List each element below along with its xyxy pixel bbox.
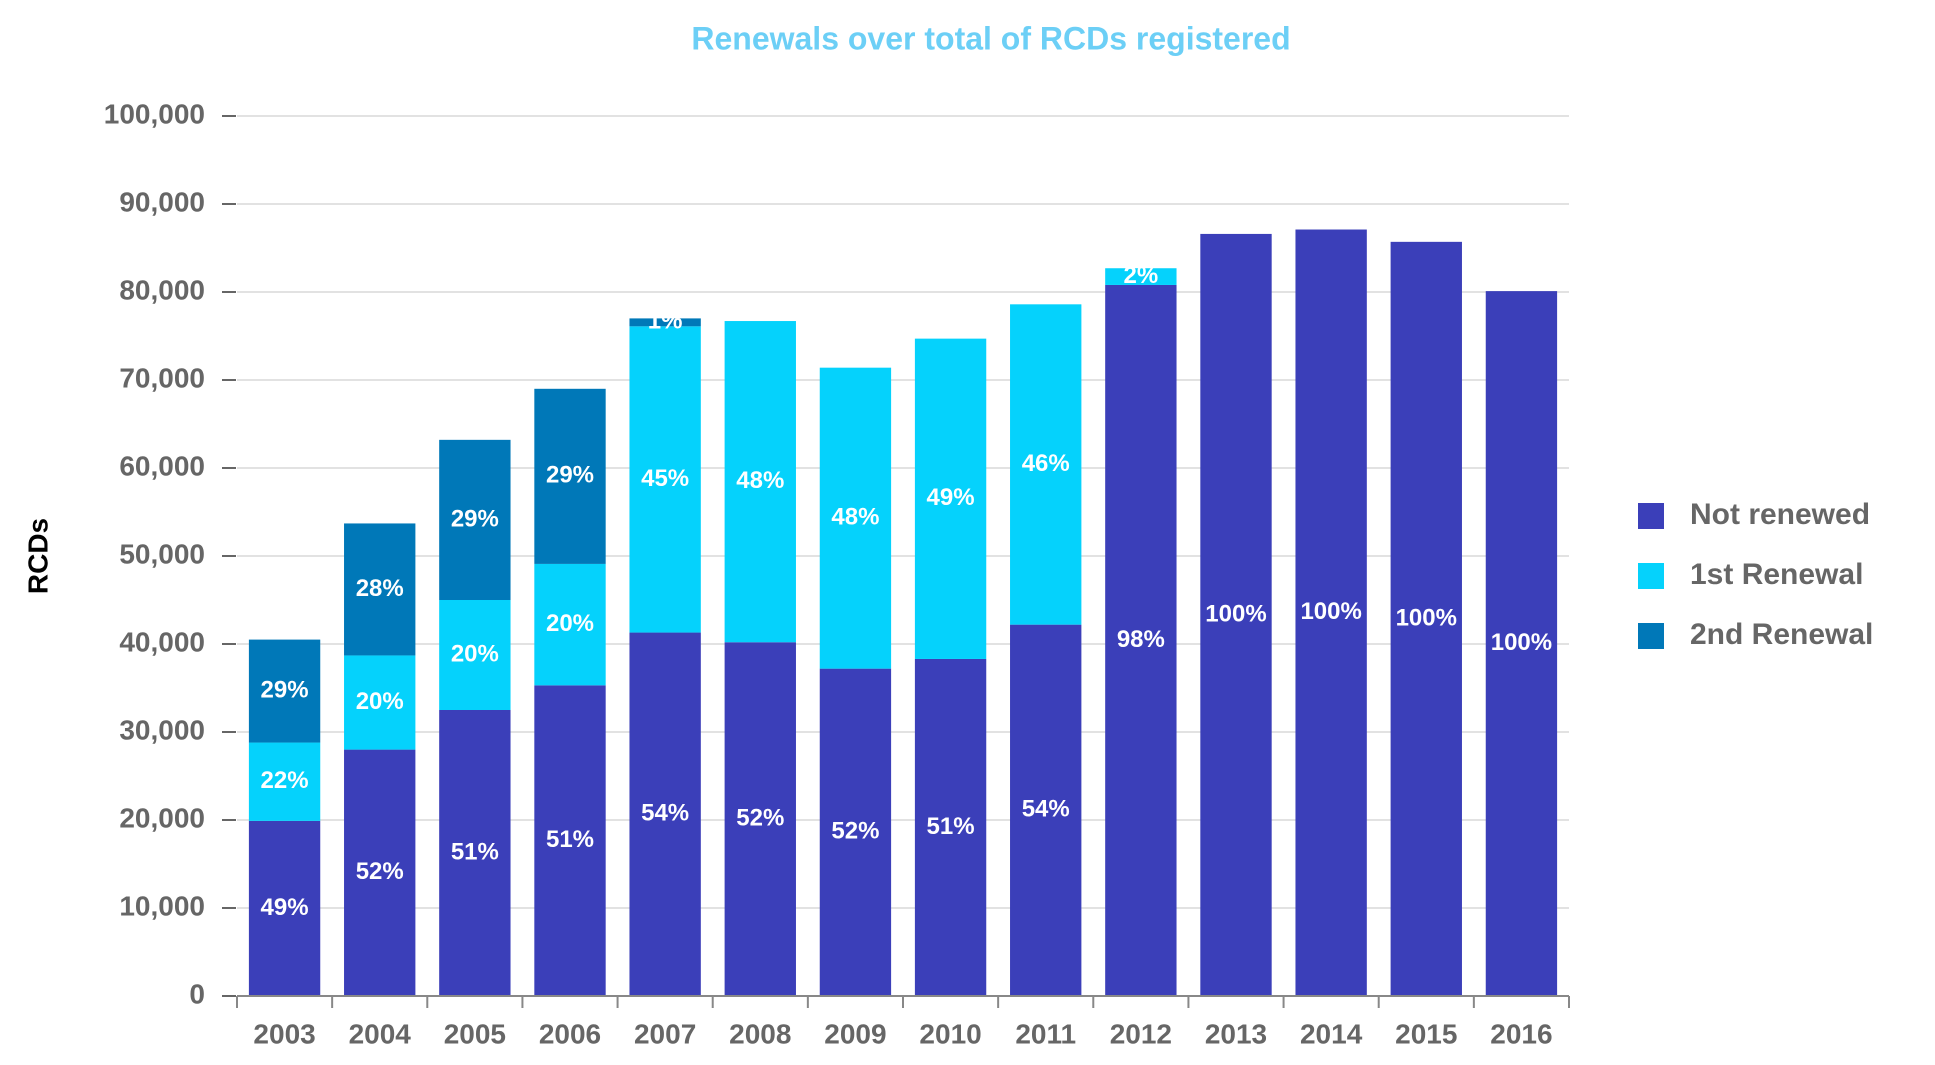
data-label: 100%: [1396, 604, 1457, 631]
x-tick-label: 2003: [253, 1018, 315, 1049]
legend-label: 1st Renewal: [1690, 558, 1863, 591]
bar-segment: [914, 338, 987, 659]
data-label: 22%: [261, 767, 309, 794]
bar-segment: [1485, 291, 1558, 996]
y-tick-label: 10,000: [119, 890, 205, 921]
bar-segment: [1390, 241, 1462, 997]
data-label: 52%: [736, 804, 784, 831]
legend-label: 2nd Renewal: [1690, 618, 1873, 651]
y-tick-label: 70,000: [119, 362, 205, 393]
y-tick-label: 50,000: [119, 538, 205, 569]
bar-segment: [534, 563, 606, 686]
x-tick-label: 2009: [824, 1018, 886, 1049]
data-label: 54%: [1022, 796, 1070, 823]
bar-segment: [724, 642, 796, 996]
y-tick-label: 40,000: [119, 626, 205, 657]
y-tick-label: 20,000: [119, 802, 205, 833]
data-label: 48%: [831, 504, 879, 531]
data-label: 52%: [831, 818, 879, 845]
x-tick-label: 2012: [1110, 1018, 1172, 1049]
legend-swatch: [1638, 503, 1664, 529]
bar-segment: [819, 668, 892, 996]
data-label: 1%: [648, 308, 683, 335]
y-tick-label: 90,000: [119, 186, 205, 217]
x-tick-label: 2008: [729, 1018, 791, 1049]
x-tick-label: 2007: [634, 1018, 696, 1049]
bar-segment: [629, 632, 701, 996]
data-label: 51%: [546, 826, 594, 853]
bar-segment: [344, 523, 416, 656]
bar-segment: [534, 685, 606, 996]
data-label: 51%: [451, 838, 499, 865]
data-label: 48%: [736, 467, 784, 494]
bar-segment: [1010, 624, 1082, 996]
y-axis-title: RCDs: [22, 518, 53, 594]
bar-segment: [439, 439, 511, 600]
bar-segment: [1105, 284, 1177, 997]
data-label: 51%: [927, 813, 975, 840]
data-label: 29%: [261, 676, 309, 703]
bar-segment: [248, 820, 321, 996]
y-tick-label: 80,000: [119, 274, 205, 305]
data-label: 46%: [1022, 450, 1070, 477]
legend-swatch: [1638, 623, 1664, 649]
x-tick-label: 2016: [1490, 1018, 1552, 1049]
data-label: 49%: [261, 894, 309, 921]
bar-segment: [819, 367, 892, 669]
x-tick-label: 2005: [444, 1018, 506, 1049]
y-tick-label: 100,000: [104, 98, 205, 129]
bar-segment: [439, 710, 511, 996]
x-tick-label: 2004: [349, 1018, 412, 1049]
legend-label: Not renewed: [1690, 498, 1870, 531]
bar-segment: [1105, 268, 1177, 285]
x-tick-label: 2013: [1205, 1018, 1267, 1049]
x-tick-label: 2014: [1300, 1018, 1363, 1049]
bar-segment: [1295, 229, 1367, 996]
data-label: 100%: [1300, 598, 1361, 625]
bar-segment: [1010, 304, 1082, 625]
data-label: 2%: [1124, 262, 1159, 289]
bar-segment: [629, 318, 701, 327]
bar-segment: [534, 388, 606, 564]
data-label: 49%: [927, 484, 975, 511]
bar-segment: [724, 321, 796, 643]
bar-segment: [1200, 233, 1272, 997]
data-label: 29%: [451, 505, 499, 532]
x-tick-label: 2015: [1395, 1018, 1457, 1049]
y-tick-label: 60,000: [119, 450, 205, 481]
y-tick-label: 0: [189, 978, 205, 1009]
data-label: 28%: [356, 575, 404, 602]
data-label: 20%: [546, 610, 594, 637]
data-label: 20%: [451, 640, 499, 667]
bar-segment: [914, 658, 987, 996]
data-label: 98%: [1117, 626, 1165, 653]
bar-segment: [248, 639, 321, 743]
x-tick-label: 2010: [919, 1018, 981, 1049]
x-tick-label: 2011: [1015, 1018, 1076, 1049]
data-label: 100%: [1491, 629, 1552, 656]
data-label: 20%: [356, 688, 404, 715]
data-label: 100%: [1205, 600, 1266, 627]
data-label: 54%: [641, 800, 689, 827]
bar-segment: [344, 749, 416, 996]
data-label: 52%: [356, 858, 404, 885]
y-tick-label: 30,000: [119, 714, 205, 745]
bar-segment: [248, 742, 321, 821]
bar-segment: [344, 655, 416, 750]
legend-swatch: [1638, 563, 1664, 589]
chart-title: Renewals over total of RCDs registered: [691, 20, 1290, 56]
data-label: 45%: [641, 465, 689, 492]
bar-segment: [439, 600, 511, 710]
bar-segment: [629, 326, 701, 633]
x-tick-label: 2006: [539, 1018, 601, 1049]
data-label: 29%: [546, 462, 594, 489]
